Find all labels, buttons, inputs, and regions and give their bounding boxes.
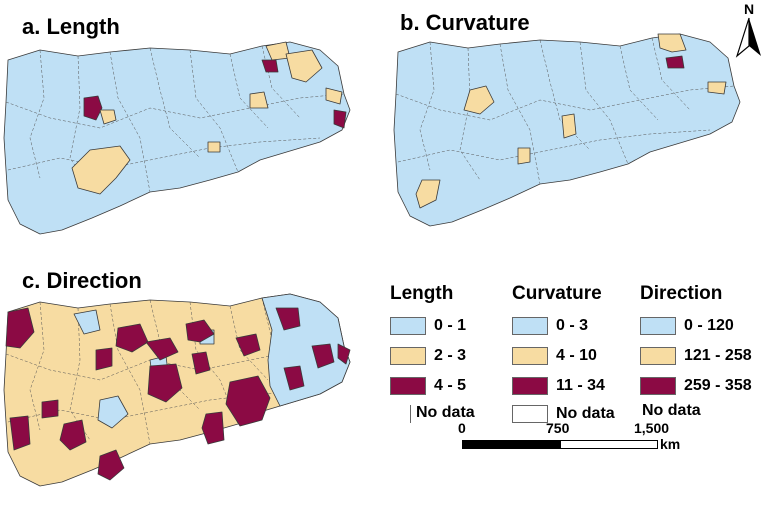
map-region-mid [325, 87, 343, 105]
legend-label: 4 - 5 [434, 377, 467, 394]
legend-swatch [390, 317, 426, 335]
legend-nodata-marker [410, 405, 411, 423]
map-region-mid [517, 147, 531, 165]
legend-swatch-nodata [512, 405, 548, 423]
legend-length-title: Length [390, 283, 454, 304]
map-region-high [201, 411, 225, 445]
map-region-high [147, 363, 183, 403]
map-region-high [185, 319, 215, 343]
legend-label: 0 - 3 [556, 317, 589, 334]
map-region-high [225, 375, 271, 427]
map-region-mid [657, 33, 687, 53]
legend-swatch [640, 377, 676, 395]
legend-label: 4 - 10 [556, 347, 597, 364]
map-internal-borders [395, 37, 735, 185]
map-curvature [393, 33, 741, 227]
legend-label: 121 - 258 [684, 347, 752, 364]
map-region-mid [463, 85, 495, 115]
north-arrow-dark-half [749, 18, 761, 56]
legend-swatch [640, 317, 676, 335]
legend-length-nodata: No data [416, 404, 475, 421]
panel-title-direction: c. Direction [22, 268, 142, 293]
map-region-high [59, 419, 87, 451]
map-region-mid [99, 109, 117, 125]
map-length [3, 41, 351, 235]
map-region-high [275, 307, 301, 331]
map-region-high [283, 365, 305, 391]
map-region-mid [561, 113, 577, 139]
scale-tick-label: 0 [458, 420, 466, 436]
legend-direction-title: Direction [640, 283, 723, 304]
legend-swatch [390, 347, 426, 365]
map-region-mid [285, 49, 323, 83]
scale-bar-light-segment [560, 440, 658, 449]
legend-swatch [640, 347, 676, 365]
map-region-mid [707, 81, 727, 95]
map-internal-borders [5, 45, 345, 193]
map-region-high [83, 95, 103, 121]
legend-swatch [512, 317, 548, 335]
legend-label: 2 - 3 [434, 347, 467, 364]
map-region-high [191, 351, 211, 375]
legend-swatch [512, 377, 548, 395]
map-region-high [261, 59, 279, 73]
map-region-high [145, 337, 179, 361]
map-region-high [95, 347, 113, 371]
map-region-high [97, 449, 125, 481]
scale-tick-label: 750 [546, 420, 570, 436]
scale-tick-label: 1,500 [634, 420, 670, 436]
map-region-high [9, 415, 31, 451]
panel-title-length: a. Length [22, 14, 120, 39]
map-region-high [665, 55, 685, 69]
legend-label: 0 - 120 [684, 317, 734, 334]
map-region-mid [249, 91, 269, 109]
map-region-low [261, 293, 351, 407]
map-region-low [73, 309, 101, 335]
map-region-high [5, 307, 35, 349]
map-region-mid [71, 145, 131, 195]
map-direction [3, 293, 351, 487]
legend-label: 259 - 358 [684, 377, 752, 394]
legend-swatch [512, 347, 548, 365]
panel-title-curvature: b. Curvature [400, 10, 530, 35]
north-arrow-icon: N [735, 1, 761, 58]
map-region-high [235, 333, 261, 357]
north-label: N [744, 1, 754, 17]
map-region-high [311, 343, 335, 369]
map-region-low [97, 395, 129, 429]
map-region-mid [415, 179, 441, 209]
north-arrow-light-half [735, 17, 750, 58]
legend-curvature-nodata: No data [556, 405, 615, 422]
map-region-mid [207, 141, 221, 153]
legend-swatch [390, 377, 426, 395]
map-region-high [333, 109, 347, 129]
scale-unit: km [660, 436, 681, 452]
legend-label: 11 - 34 [556, 377, 605, 394]
map-region-high [337, 343, 351, 365]
legend-curvature-title: Curvature [512, 283, 602, 304]
map-region-high [115, 323, 149, 353]
map-region-high [41, 399, 59, 419]
legend-label: 0 - 1 [434, 317, 467, 334]
legend-direction-nodata: No data [642, 402, 701, 419]
scale-bar-dark-segment [462, 440, 560, 449]
